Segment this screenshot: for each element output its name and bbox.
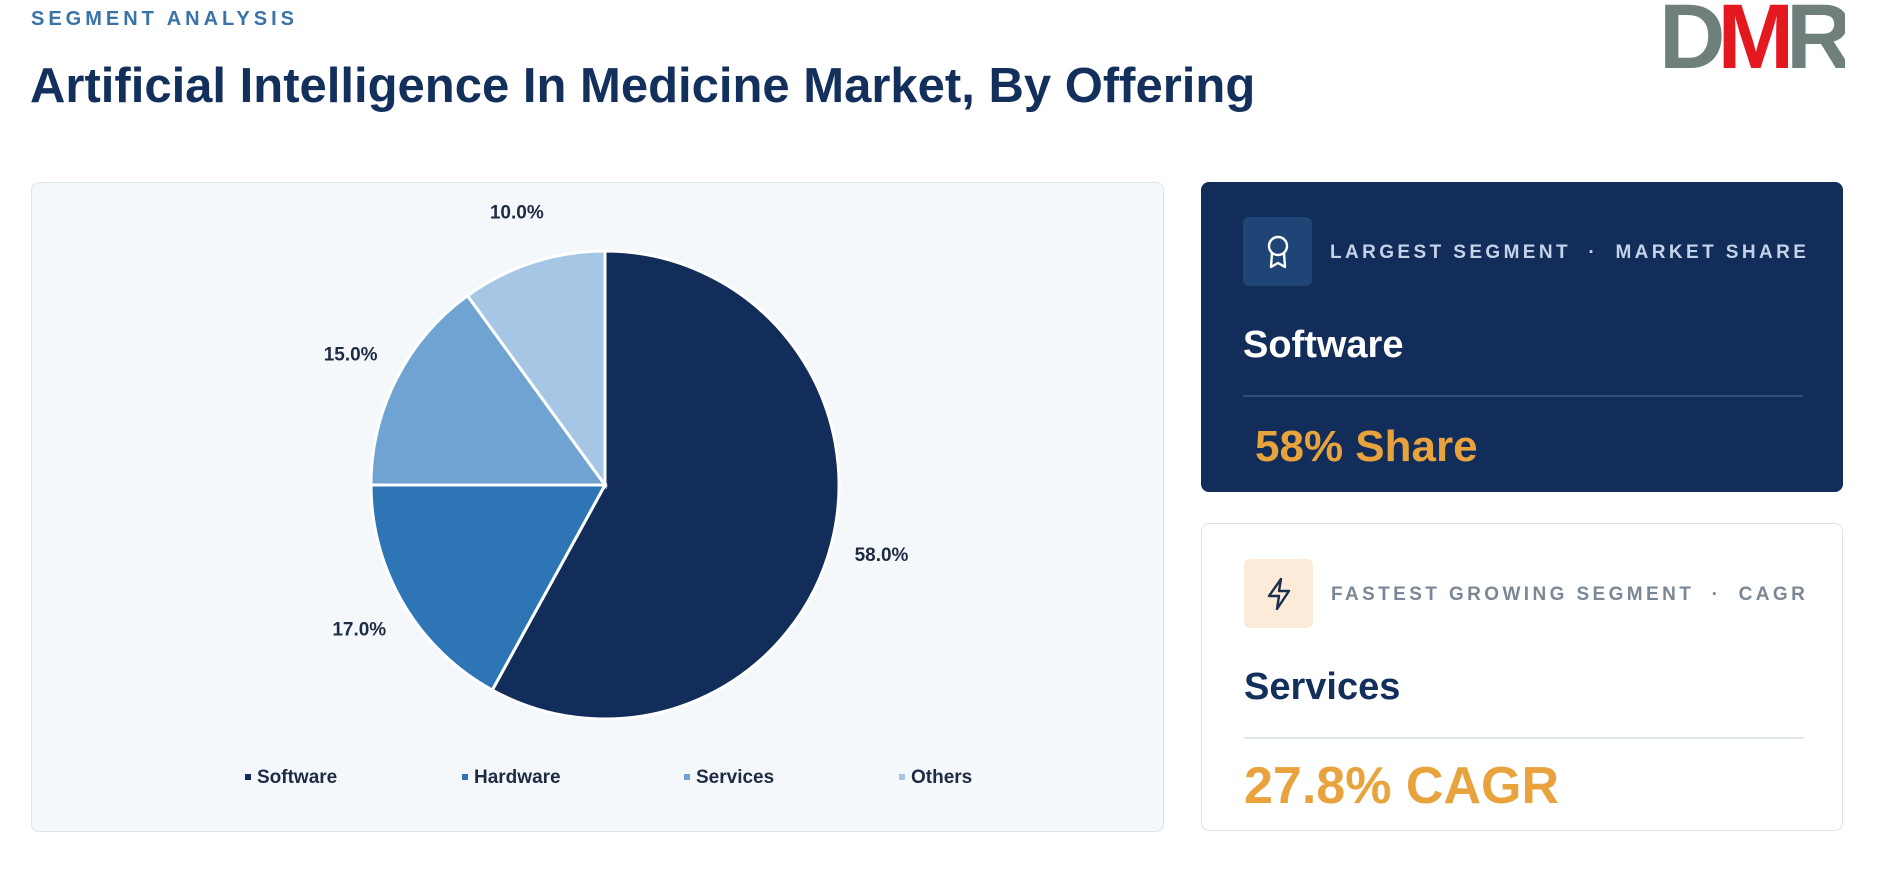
legend-label: Hardware [474, 767, 561, 788]
divider [1243, 395, 1803, 397]
divider [1244, 737, 1804, 739]
ribbon-icon [1267, 235, 1288, 268]
kicker: SEGMENT ANALYSIS [31, 8, 298, 30]
logo-letter: D [1659, 0, 1722, 84]
logo-letter: R [1786, 0, 1845, 84]
chart: 58.0% 17.0% 15.0% 10.0% Software Hardware Serv… [245, 203, 972, 788]
chart-panel: 58.0% 17.0% 15.0% 10.0% Software Hardware Serv… [31, 182, 1164, 832]
legend-swatch [245, 774, 251, 780]
legend-swatch [684, 774, 690, 780]
pie-slice [369, 483, 608, 693]
pie-slice [369, 293, 608, 487]
logo-letter: M [1717, 0, 1788, 84]
page-title: Artificial Intelligence In Medicine Mark… [30, 59, 1256, 113]
card-metric: 58% Share [1255, 422, 1478, 471]
card-metric: 27.8% CAGR [1244, 757, 1559, 815]
data-label: 15.0% [324, 344, 378, 365]
card-segment: Services [1244, 666, 1401, 708]
card-label: LARGEST SEGMENT · MARKET SHARE [1330, 242, 1810, 263]
pie-slice [490, 249, 841, 721]
pie-slice [465, 249, 607, 490]
legend-swatch [899, 774, 905, 780]
fastest-segment-card: FASTEST GROWING SEGMENT · CAGR Services … [1201, 523, 1843, 831]
data-label: 10.0% [490, 203, 544, 224]
legend-label: Others [911, 767, 972, 788]
legend-label: Software [257, 767, 337, 788]
card-label: FASTEST GROWING SEGMENT · CAGR [1331, 584, 1809, 605]
data-label: 17.0% [332, 619, 386, 640]
logo: DMR [1659, 0, 1845, 84]
card-segment: Software [1243, 324, 1404, 366]
legend-label: Services [696, 767, 774, 788]
logo-letter: DMR [1659, 0, 1845, 84]
icon [1244, 559, 1313, 628]
largest-segment-card: LARGEST SEGMENT · MARKET SHARE Software … [1201, 182, 1843, 492]
icon [1243, 217, 1312, 286]
legend-swatch [462, 774, 468, 780]
bolt-icon [1267, 577, 1290, 610]
data-label: 58.0% [855, 545, 909, 566]
